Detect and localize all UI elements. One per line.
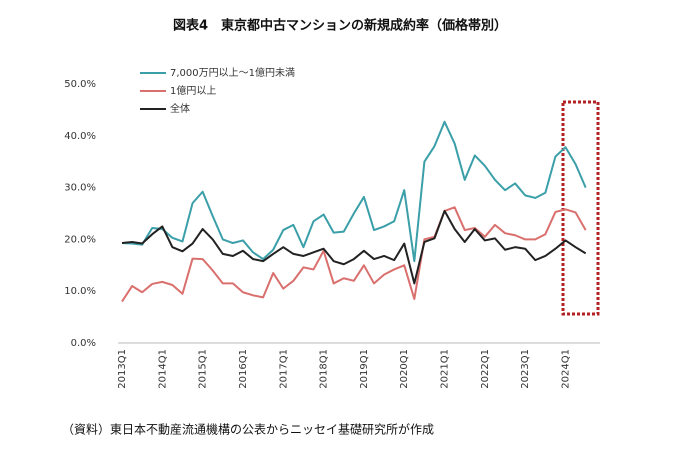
series-line [121,120,587,263]
x-tick-label: 2024Q1 [561,349,572,389]
legend-label: 全体 [170,102,190,115]
x-tick-label: 2015Q1 [198,349,209,389]
x-tick-label: 2022Q1 [480,349,491,389]
highlight-box [561,100,600,316]
y-tick-label: 30.0% [64,183,96,194]
x-tick-label: 2019Q1 [359,349,370,389]
x-tick-label: 2017Q1 [278,349,289,389]
source-note: （資料）東日本不動産流通機構の公表からニッセイ基礎研究所が作成 [62,422,434,437]
y-tick-label: 40.0% [64,131,96,142]
series-line [121,209,587,285]
legend-label: 1億円以上 [170,84,216,97]
x-tick-label: 2023Q1 [520,349,531,389]
series-line [121,206,587,303]
y-tick-label: 0.0% [71,338,96,349]
y-tick-label: 50.0% [64,79,96,90]
x-tick-label: 2016Q1 [238,349,249,389]
y-tick-label: 10.0% [64,286,96,297]
x-tick-label: 2013Q1 [117,349,128,389]
x-tick-label: 2020Q1 [399,349,410,389]
legend-label: 7,000万円以上～1億円未満 [170,66,295,79]
chart-title: 図表4 東京都中古マンションの新規成約率（価格帯別） [173,18,507,34]
y-tick-label: 20.0% [64,234,96,245]
x-tick-label: 2018Q1 [319,349,330,389]
x-tick-label: 2021Q1 [440,349,451,389]
x-tick-label: 2014Q1 [157,349,168,389]
